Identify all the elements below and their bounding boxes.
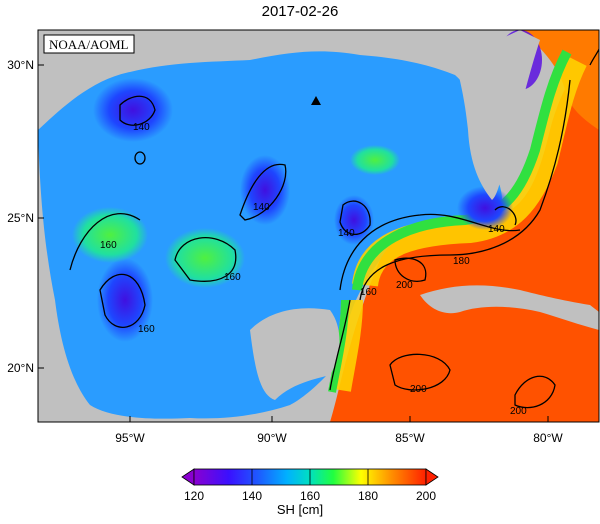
cold-eddy-florida [457, 186, 513, 230]
cold-eddy-northwest [93, 78, 173, 142]
yucatan-land [250, 308, 340, 400]
cold-eddy-central [240, 155, 290, 225]
contour-label: 140 [338, 228, 355, 239]
lon-tick-label: 85°W [395, 431, 425, 445]
atlantic-water [520, 30, 599, 130]
lon-tick-label: 80°W [533, 431, 563, 445]
contour-label: 140 [488, 224, 505, 235]
lat-tick-label: 30°N [7, 58, 34, 72]
map-title: 2017-02-26 [261, 3, 339, 20]
colorbar-tick: 160 [300, 489, 320, 503]
contour-lines [69, 47, 599, 409]
contour-label: 180 [453, 256, 470, 267]
contour-label: 140 [253, 202, 270, 213]
agency-label-box [43, 34, 135, 54]
colorbar: 120 140 160 180 200 [181, 468, 439, 503]
contour-label: 140 [133, 122, 150, 133]
contour-label: 160 [224, 272, 241, 283]
contour-label: 200 [510, 406, 527, 417]
colorbar-tick: 180 [358, 489, 378, 503]
florida-land [455, 30, 540, 200]
triangle-marker-icon [311, 96, 321, 105]
contour-label: 160 [138, 324, 155, 335]
warm-eddy-north [350, 145, 400, 175]
lon-tick-label: 95°W [115, 431, 145, 445]
map-frame [37, 29, 600, 423]
lat-tick-label: 20°N [7, 361, 34, 375]
warm-eddy-west [72, 207, 148, 263]
contour-label: 200 [410, 384, 427, 395]
colorbar-tick: 200 [416, 489, 436, 503]
agency-label: NOAA/AOML [49, 37, 129, 52]
cold-eddy-east [334, 195, 374, 245]
gulf-of-mexico-water [38, 51, 502, 419]
colorbar-tick: 140 [242, 489, 262, 503]
lon-tick-label: 90°W [257, 431, 287, 445]
cold-eddy-west [97, 258, 153, 342]
colorbar-label: SH [cm] [276, 502, 324, 517]
contour-label: 160 [360, 287, 377, 298]
colorbar-tick: 120 [184, 489, 204, 503]
contour-label: 200 [396, 280, 413, 291]
cuba-land [420, 285, 599, 330]
lat-tick-label: 25°N [7, 211, 34, 225]
contour-label: 160 [100, 240, 117, 251]
